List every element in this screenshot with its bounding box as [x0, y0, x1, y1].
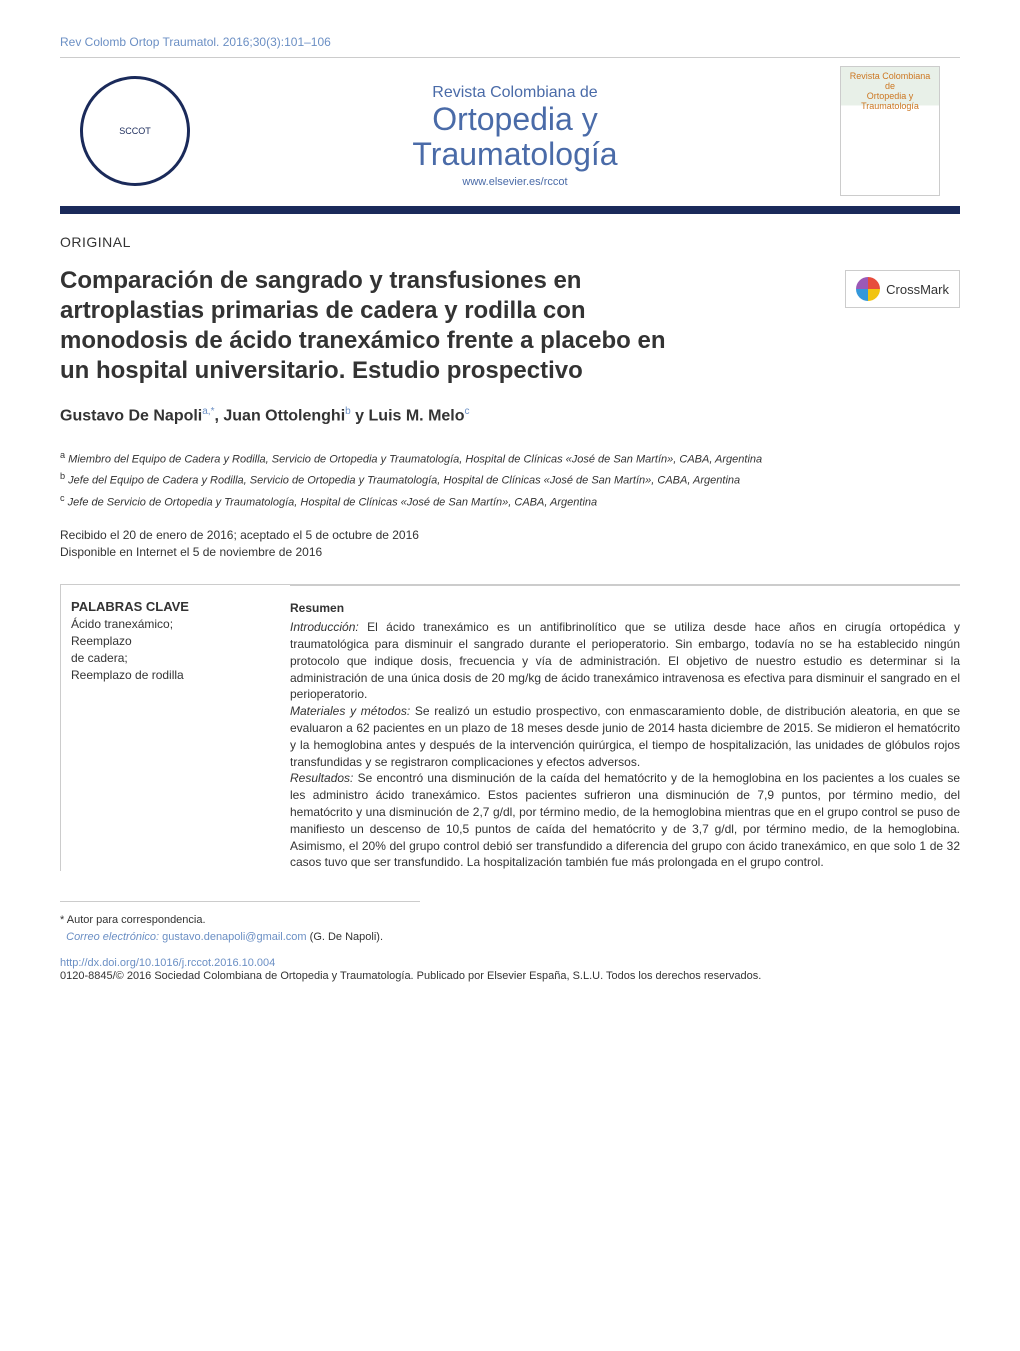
keyword-0: Ácido tranexámico;	[71, 616, 260, 633]
authors-line: Gustavo De Napolia,*, Juan Ottolenghib y…	[60, 406, 960, 425]
corr-email[interactable]: gustavo.denapoli@gmail.com	[162, 931, 306, 943]
doi-link[interactable]: http://dx.doi.org/10.1016/j.rccot.2016.1…	[60, 957, 960, 969]
author-1: Gustavo De Napoli	[60, 407, 202, 424]
abstract-results: Resultados: Se encontró una disminución …	[290, 770, 960, 871]
crossmark-badge[interactable]: CrossMark	[845, 270, 960, 308]
abstract-heading: Resumen	[290, 600, 960, 617]
abstract-block: PALABRAS CLAVE Ácido tranexámico; Reempl…	[60, 585, 960, 871]
footer-rule	[60, 901, 420, 902]
affiliation-c-text: Jefe de Servicio de Ortopedia y Traumato…	[68, 496, 598, 508]
journal-header: SCCOT Revista Colombiana de Ortopedia y …	[60, 58, 960, 214]
intro-text: El ácido tranexámico es un antifibrinolí…	[290, 620, 960, 701]
article-title: Comparación de sangrado y transfusiones …	[60, 266, 700, 386]
author-1-sup: a,*	[202, 406, 214, 417]
sep2: y	[351, 407, 369, 424]
methods-label: Materiales y métodos:	[290, 704, 410, 718]
journal-pretitle: Revista Colombiana de	[190, 84, 840, 102]
journal-cover-thumbnail: Revista Colombiana de Ortopedia y Trauma…	[840, 66, 940, 196]
title-row: Comparación de sangrado y transfusiones …	[60, 266, 960, 386]
author-3-sup: c	[465, 406, 470, 417]
logo-text: SCCOT	[119, 126, 151, 136]
abstract-column: Resumen Introducción: El ácido tranexámi…	[290, 585, 960, 871]
corr-author: (G. De Napoli).	[307, 931, 383, 943]
results-label: Resultados:	[290, 771, 353, 785]
corr-label: Autor para correspondencia.	[67, 914, 206, 926]
cover-label-1: Revista Colombiana de	[845, 71, 935, 91]
journal-title-line1: Ortopedia y	[190, 102, 840, 137]
affiliation-c: c Jefe de Servicio de Ortopedia y Trauma…	[60, 492, 960, 511]
affiliation-a: a Miembro del Equipo de Cadera y Rodilla…	[60, 449, 960, 468]
corr-marker: *	[60, 914, 64, 926]
corr-email-label: Correo electrónico:	[66, 931, 159, 943]
intro-label: Introducción:	[290, 620, 359, 634]
keyword-3: Reemplazo de rodilla	[71, 667, 260, 684]
author-3: Luis M. Melo	[369, 407, 465, 424]
copyright: 0120-8845/© 2016 Sociedad Colombiana de …	[60, 969, 960, 984]
article-type: ORIGINAL	[60, 234, 960, 250]
received-accepted: Recibido el 20 de enero de 2016; aceptad…	[60, 527, 960, 544]
author-2: Juan Ottolenghi	[223, 407, 345, 424]
abstract-intro: Introducción: El ácido tranexámico es un…	[290, 619, 960, 703]
journal-url[interactable]: www.elsevier.es/rccot	[190, 176, 840, 188]
keyword-2: de cadera;	[71, 650, 260, 667]
keyword-1: Reemplazo	[71, 633, 260, 650]
abstract-methods: Materiales y métodos: Se realizó un estu…	[290, 703, 960, 770]
affiliation-a-text: Miembro del Equipo de Cadera y Rodilla, …	[68, 454, 762, 466]
affiliation-b: b Jefe del Equipo de Cadera y Rodilla, S…	[60, 470, 960, 489]
keywords-column: PALABRAS CLAVE Ácido tranexámico; Reempl…	[60, 585, 260, 871]
online-date: Disponible en Internet el 5 de noviembre…	[60, 544, 960, 561]
results-text: Se encontró una disminución de la caída …	[290, 771, 960, 869]
affiliation-b-text: Jefe del Equipo de Cadera y Rodilla, Ser…	[68, 475, 740, 487]
correspondence: * Autor para correspondencia. Correo ele…	[60, 912, 960, 945]
crossmark-icon	[856, 277, 880, 301]
journal-title-block: Revista Colombiana de Ortopedia y Trauma…	[190, 84, 840, 188]
keywords-heading: PALABRAS CLAVE	[71, 599, 260, 614]
journal-title-line2: Traumatología	[190, 137, 840, 172]
citation-line: Rev Colomb Ortop Traumatol. 2016;30(3):1…	[60, 35, 960, 49]
article-dates: Recibido el 20 de enero de 2016; aceptad…	[60, 527, 960, 561]
cover-label-2: Ortopedia y Traumatología	[845, 91, 935, 111]
society-logo: SCCOT	[80, 76, 190, 186]
crossmark-label: CrossMark	[886, 282, 949, 297]
